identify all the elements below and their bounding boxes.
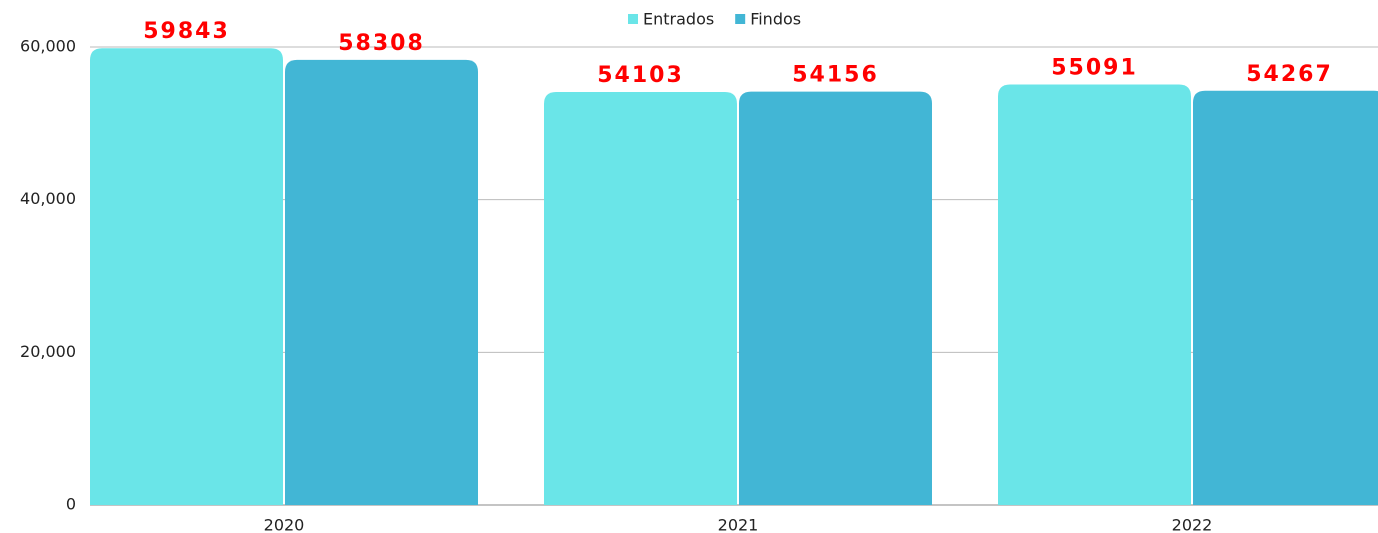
x-tick-label: 2021	[718, 516, 759, 533]
bar	[1193, 90, 1378, 505]
bar	[90, 48, 283, 506]
value-label: 58308	[338, 31, 425, 56]
bar	[285, 59, 478, 506]
bar	[544, 92, 737, 505]
value-label: 54156	[792, 63, 879, 88]
value-label: 55091	[1051, 55, 1138, 80]
value-label: 54103	[597, 63, 684, 88]
bar	[739, 91, 932, 506]
legend-swatch	[628, 14, 638, 24]
x-tick-label: 2020	[264, 516, 305, 533]
y-tick-label: 20,000	[20, 342, 76, 361]
legend-label: Findos	[750, 10, 801, 29]
y-tick-label: 40,000	[20, 189, 76, 208]
y-tick-label: 60,000	[20, 37, 76, 56]
x-tick-label: 2022	[1172, 516, 1213, 533]
value-label: 59843	[143, 19, 230, 44]
legend-label: Entrados	[643, 10, 714, 29]
legend-swatch	[735, 14, 746, 24]
value-label: 54267	[1246, 62, 1333, 87]
y-tick-label: 0	[66, 495, 76, 514]
bar	[998, 84, 1191, 505]
